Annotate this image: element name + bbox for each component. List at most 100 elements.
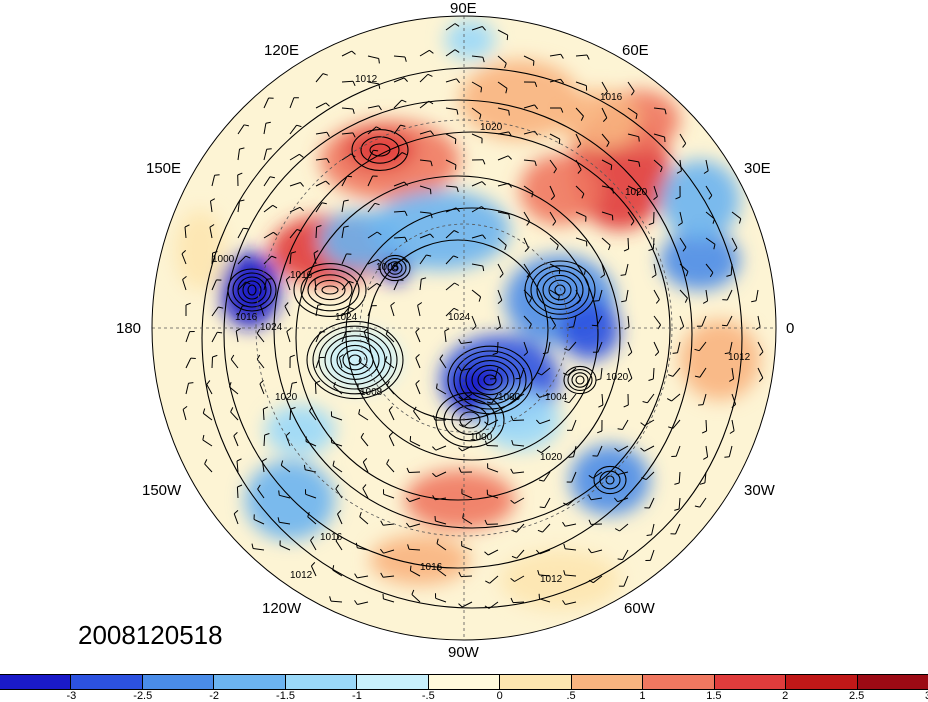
pressure-contour bbox=[567, 369, 593, 391]
wind-barb bbox=[331, 415, 343, 421]
wind-barb-flag bbox=[335, 536, 340, 542]
wind-barb-flag bbox=[588, 495, 592, 500]
wind-barb-flag bbox=[403, 77, 408, 82]
pressure-contour bbox=[342, 349, 368, 371]
wind-barb-flag bbox=[577, 143, 582, 148]
wind-barb-flag bbox=[271, 255, 277, 259]
wind-barb bbox=[289, 97, 295, 109]
wind-barb-flag bbox=[588, 474, 594, 479]
wind-barb bbox=[181, 253, 187, 265]
colorbar-segment bbox=[214, 675, 286, 689]
wind-barb bbox=[575, 185, 585, 195]
date-stamp: 2008120518 bbox=[78, 620, 223, 650]
wind-barb-flag bbox=[411, 589, 415, 595]
wind-barb-flag bbox=[510, 396, 515, 401]
wind-barb-flag bbox=[563, 372, 568, 376]
wind-barb bbox=[182, 279, 187, 291]
wind-barb-flag bbox=[504, 63, 507, 69]
wind-barb bbox=[648, 497, 655, 509]
wind-barb bbox=[512, 601, 525, 604]
wind-barb bbox=[409, 440, 421, 447]
wind-barb bbox=[731, 367, 735, 379]
wind-barb bbox=[487, 549, 499, 556]
wind-barb bbox=[315, 180, 327, 187]
wind-barb bbox=[383, 493, 395, 499]
wind-barb bbox=[523, 159, 535, 162]
wind-barb bbox=[705, 289, 709, 301]
wind-barb-flag bbox=[335, 484, 340, 490]
wind-barb-flag bbox=[432, 495, 436, 501]
wind-barb-flag bbox=[539, 506, 545, 509]
contour-label: 1016 bbox=[320, 532, 343, 543]
wind-barb-flag bbox=[378, 58, 380, 64]
wind-barb bbox=[229, 386, 239, 395]
wind-barb bbox=[731, 419, 735, 431]
wind-barb bbox=[705, 419, 708, 432]
wind-barb bbox=[211, 356, 213, 369]
wind-barb bbox=[310, 565, 317, 577]
wind-barb bbox=[497, 182, 509, 187]
wind-barb bbox=[315, 331, 321, 343]
wind-barb bbox=[253, 548, 265, 551]
wind-barb-flag bbox=[751, 300, 757, 303]
wind-barb-flag bbox=[436, 538, 439, 544]
wind-barb bbox=[514, 497, 525, 504]
wind-barb bbox=[679, 289, 688, 299]
anomaly-region bbox=[370, 535, 470, 585]
wind-barb-flag bbox=[377, 259, 382, 264]
wind-barb bbox=[726, 315, 733, 327]
wind-barb bbox=[653, 289, 660, 300]
wind-barb-flag bbox=[386, 459, 390, 465]
wind-barb-flag bbox=[337, 510, 342, 515]
wind-barb bbox=[653, 315, 661, 326]
wind-barb-flag bbox=[508, 183, 513, 188]
wind-barb-flag bbox=[333, 381, 336, 387]
wind-barb bbox=[497, 211, 509, 215]
wind-barb bbox=[461, 367, 473, 372]
wind-barb bbox=[671, 393, 681, 402]
wind-barb-flag bbox=[421, 277, 427, 280]
wind-barb bbox=[471, 315, 477, 327]
wind-barb-flag bbox=[243, 227, 249, 230]
wind-barb bbox=[445, 78, 457, 83]
wind-barb-flag bbox=[583, 269, 586, 275]
wind-barb bbox=[731, 237, 738, 249]
lon-label-120w: 120W bbox=[262, 600, 302, 617]
wind-barb bbox=[701, 315, 707, 327]
wind-barb-flag bbox=[404, 211, 408, 217]
wind-barb-flag bbox=[378, 83, 381, 89]
wind-barb bbox=[367, 259, 379, 265]
colorbar-tick-label: -1 bbox=[352, 690, 362, 702]
wind-barb bbox=[357, 547, 369, 551]
pressure-contour bbox=[293, 263, 367, 317]
wind-barb-flag bbox=[557, 295, 560, 301]
wind-barb bbox=[575, 81, 587, 87]
wind-barb-flag bbox=[694, 375, 701, 378]
wind-barb-flag bbox=[429, 233, 434, 239]
wind-barb-flag bbox=[537, 529, 543, 533]
wind-barb-flag bbox=[457, 366, 462, 371]
wind-barb bbox=[757, 367, 764, 379]
wind-barb bbox=[568, 341, 577, 351]
wind-barb-flag bbox=[380, 572, 384, 578]
wind-barb-flag bbox=[733, 247, 738, 252]
wind-barb bbox=[393, 124, 401, 135]
wind-barb-flag bbox=[239, 199, 245, 202]
wind-barb-flag bbox=[729, 430, 735, 434]
wind-barb-flag bbox=[206, 380, 211, 385]
anomaly-region bbox=[660, 160, 740, 240]
wind-barb bbox=[313, 253, 317, 265]
wind-barb-flag bbox=[510, 499, 515, 504]
wind-barb-flag bbox=[506, 35, 509, 41]
wind-barb bbox=[415, 357, 421, 369]
pressure-contour bbox=[307, 274, 353, 306]
wind-barb-flag bbox=[617, 558, 623, 561]
wind-barb-flag bbox=[217, 331, 223, 334]
wind-barb-flag bbox=[484, 551, 489, 556]
wind-barb bbox=[332, 465, 343, 473]
wind-barb bbox=[305, 441, 317, 447]
wind-barb bbox=[705, 211, 715, 220]
wind-barb-flag bbox=[350, 153, 356, 158]
wind-barb bbox=[439, 358, 447, 369]
colorbar-segment bbox=[142, 675, 215, 689]
